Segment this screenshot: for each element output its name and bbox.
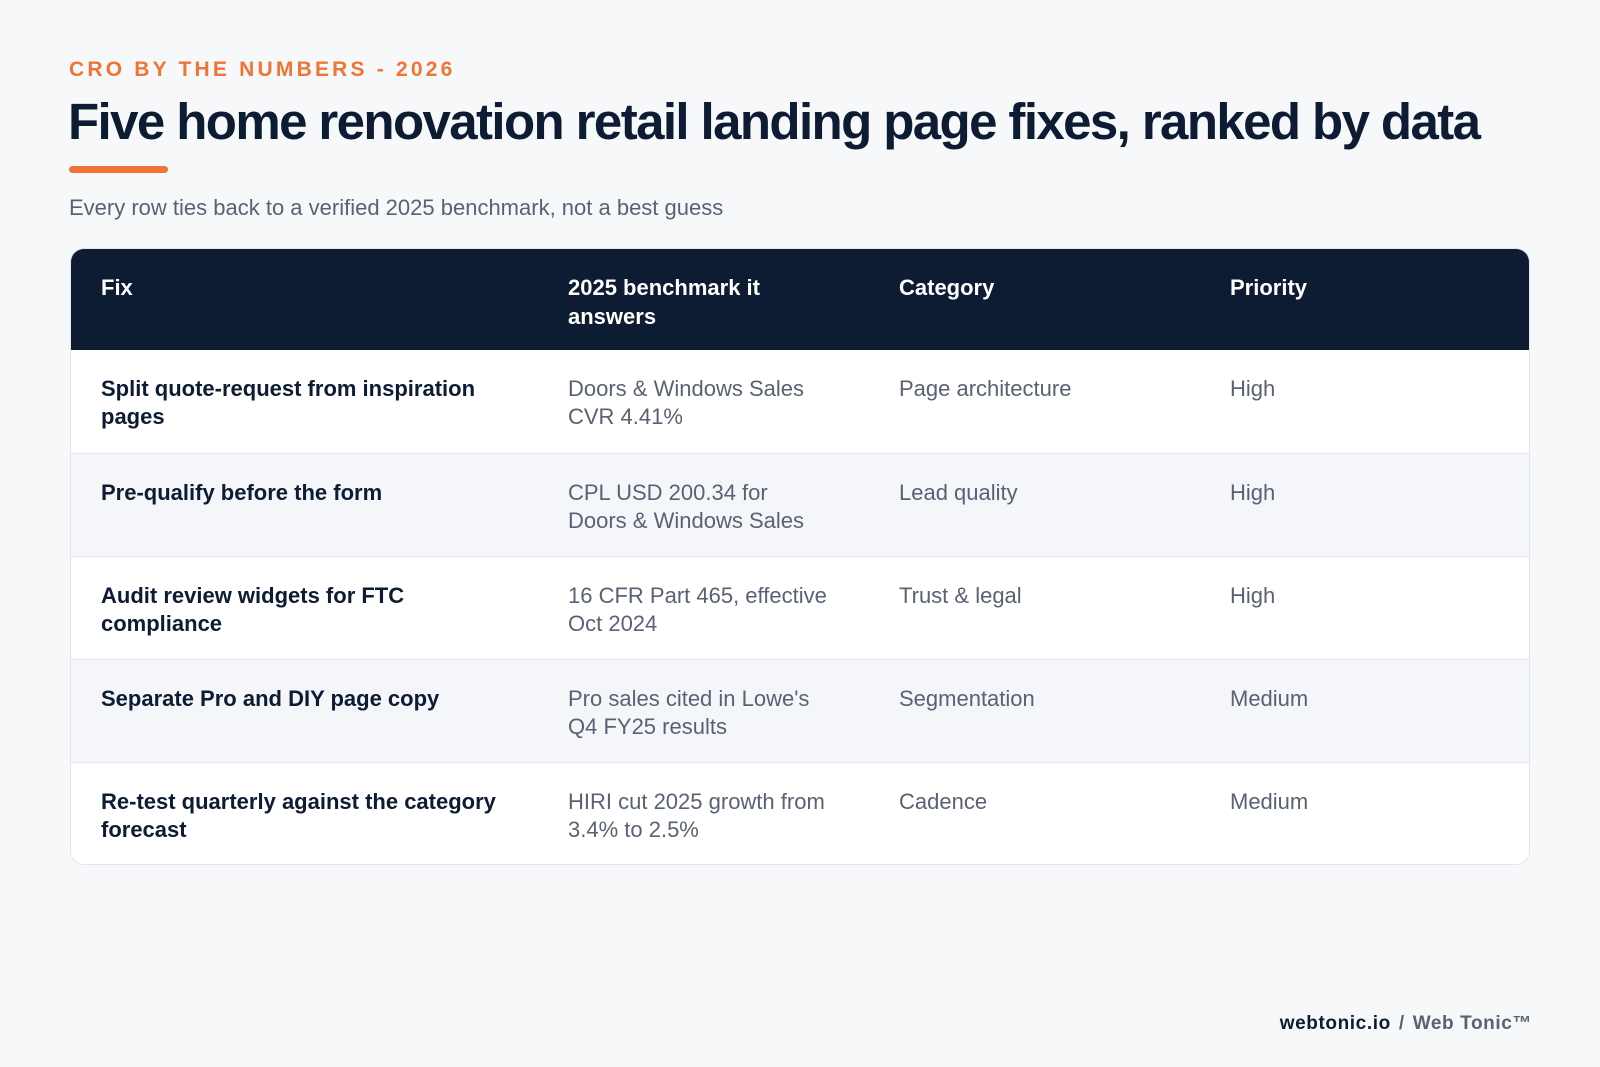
title-accent-bar <box>69 166 168 173</box>
table-row: Re-test quarterly against the category f… <box>71 762 1529 864</box>
cell-fix: Separate Pro and DIY page copy <box>101 685 440 711</box>
fixes-table-card: Fix 2025 benchmark it answers Category P… <box>70 248 1530 865</box>
cell-category: Lead quality <box>899 479 1018 505</box>
cell-benchmark: Doors & Windows Sales CVR 4.41% <box>568 376 804 429</box>
cell-fix: Pre-qualify before the form <box>101 479 383 505</box>
table-row: Split quote-request from inspiration pag… <box>71 350 1529 453</box>
cell-category: Segmentation <box>899 685 1035 711</box>
column-header-benchmark: 2025 benchmark it answers <box>568 275 760 329</box>
cell-priority: High <box>1230 479 1276 505</box>
cell-category: Trust & legal <box>899 582 1022 608</box>
fixes-table: Fix 2025 benchmark it answers Category P… <box>71 249 1529 864</box>
footer-credit: webtonic.io / Web Tonic™ <box>1280 1013 1532 1035</box>
cell-benchmark: 16 CFR Part 465, effective Oct 2024 <box>568 582 827 636</box>
cell-fix: Audit review widgets for FTC compliance <box>101 582 405 636</box>
cell-fix: Re-test quarterly against the category f… <box>101 788 496 842</box>
eyebrow-label: CRO BY THE NUMBERS - 2026 <box>69 58 456 81</box>
cell-benchmark: Pro sales cited in Lowe's Q4 FY25 result… <box>568 685 810 739</box>
page-title: Five home renovation retail landing page… <box>68 93 1481 150</box>
footer-separator: / <box>1398 1013 1405 1034</box>
cell-category: Page architecture <box>899 376 1072 401</box>
table-row: Separate Pro and DIY page copy Pro sales… <box>71 659 1529 762</box>
cell-priority: High <box>1230 376 1276 401</box>
footer-brand: Web Tonic™ <box>1412 1013 1532 1034</box>
page-subtitle: Every row ties back to a verified 2025 b… <box>69 195 724 220</box>
table-body: Split quote-request from inspiration pag… <box>71 350 1529 864</box>
table-header-row: Fix 2025 benchmark it answers Category P… <box>71 249 1529 350</box>
table-row: Audit review widgets for FTC compliance … <box>71 556 1529 659</box>
cell-priority: Medium <box>1230 788 1309 814</box>
table-header: Fix 2025 benchmark it answers Category P… <box>71 249 1529 350</box>
column-header-category: Category <box>899 275 995 300</box>
cell-priority: High <box>1230 582 1276 608</box>
footer-domain: webtonic.io <box>1279 1013 1391 1034</box>
cell-benchmark: HIRI cut 2025 growth from 3.4% to 2.5% <box>568 788 825 842</box>
table-row: Pre-qualify before the form CPL USD 200.… <box>71 453 1529 556</box>
cell-fix: Split quote-request from inspiration pag… <box>101 376 476 429</box>
cell-priority: Medium <box>1230 685 1309 711</box>
column-header-priority: Priority <box>1230 275 1308 300</box>
column-header-fix: Fix <box>101 275 133 300</box>
cell-category: Cadence <box>899 788 988 814</box>
cell-benchmark: CPL USD 200.34 for Doors & Windows Sales <box>568 479 804 533</box>
